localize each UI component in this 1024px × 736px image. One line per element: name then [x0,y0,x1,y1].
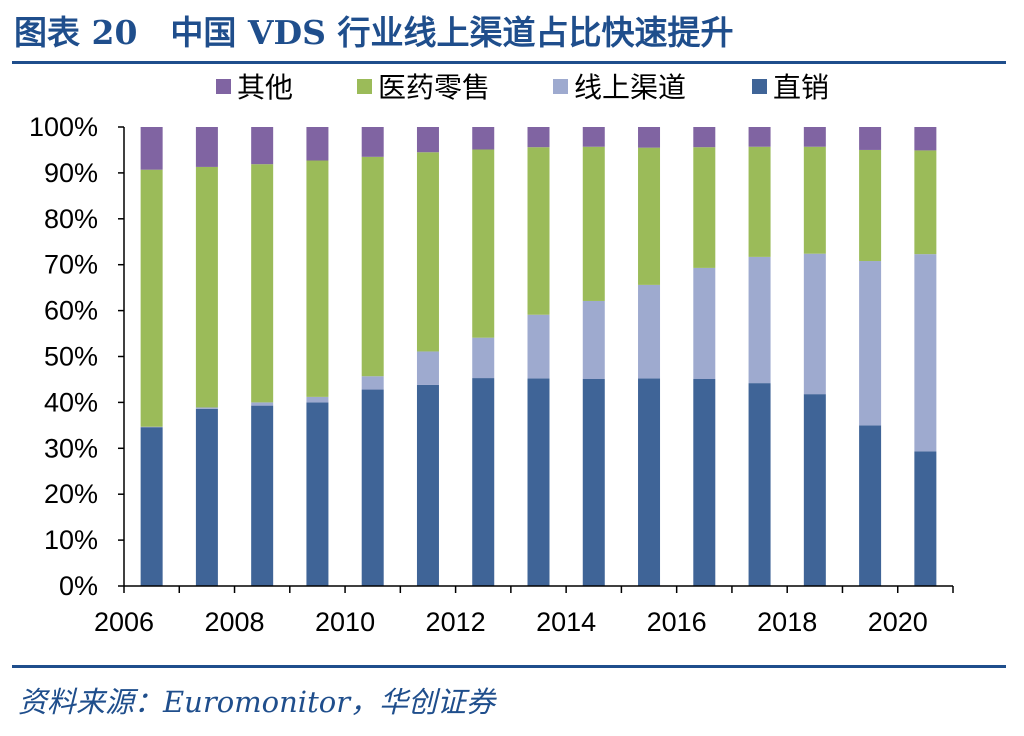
bar-segment [306,127,329,161]
bar-segment [195,127,218,167]
y-tick-label: 90% [44,158,98,188]
bar-segment [527,127,550,148]
bar-segment [914,254,937,452]
legend-swatch [216,79,231,94]
bar-segment [748,127,771,147]
legend-swatch [752,79,767,94]
legend-swatch [553,79,568,94]
bar-segment [803,394,826,586]
bar-segment [195,166,218,408]
bar-segment [361,127,384,157]
bar-segment [582,378,605,586]
bar-segment [859,127,882,150]
bar-segment [306,160,329,397]
legend-label: 线上渠道 [574,71,686,104]
bar-segment [251,402,274,406]
legend-label: 直销 [773,71,829,104]
source-divider [12,665,1006,668]
bar-segment [693,378,716,586]
y-tick-label: 70% [44,250,98,280]
legend-swatch [357,79,372,94]
bar-segment [693,127,716,148]
bar-segment [803,127,826,147]
bar-segment [582,146,605,301]
bar-segment [527,314,550,379]
stacked-bar-chart: 其他 医药零售 线上渠道 直销 0% 10% 20% 30% 40% 50% 60% 70% 80% 9… [29,71,954,637]
bar-segment [748,383,771,586]
bar-segment [416,384,439,586]
y-tick-label: 0% [59,571,98,601]
x-axis: 2006 2008 2010 2012 2014 2016 2018 2020 [94,585,954,637]
bar-segment [361,389,384,586]
figure-title: 图表 20 中国 VDS 行业线上渠道占比快速提升 [14,13,734,52]
bar-segment [638,147,661,285]
bar-segment [416,152,439,352]
source-note: 资料来源：Euromonitor，华创证券 [18,685,496,719]
x-tick-label: 2014 [536,607,596,637]
y-tick-label: 40% [44,387,98,417]
y-tick-label: 30% [44,433,98,463]
x-tick-label: 2006 [94,607,154,637]
bar-segment [195,407,218,409]
bar-segment [361,376,384,390]
bar-segment [859,149,882,262]
x-tick-label: 2020 [868,607,928,637]
bar-segment [140,127,163,170]
y-tick-label: 50% [44,342,98,372]
bar-series [140,127,937,586]
legend-label: 其他 [237,71,293,104]
legend-label: 医药零售 [378,71,490,104]
chart-legend: 其他 医药零售 线上渠道 直销 [216,71,829,104]
y-tick-label: 80% [44,204,98,234]
bar-segment [140,169,163,427]
bar-segment [251,405,274,586]
x-tick-label: 2010 [315,607,375,637]
bar-segment [748,256,771,384]
bar-segment [472,337,495,379]
bar-segment [693,267,716,379]
bar-segment [527,147,550,315]
bar-segment [859,261,882,426]
bar-segment [803,146,826,254]
bar-segment [638,127,661,148]
bar-segment [472,378,495,586]
bar-segment [638,284,661,379]
y-tick-label: 10% [44,525,98,555]
bar-segment [914,451,937,586]
bar-segment [416,351,439,385]
bar-segment [914,127,937,151]
bar-segment [251,127,274,165]
title-divider [12,61,1006,64]
bar-segment [306,396,329,403]
x-tick-label: 2016 [647,607,707,637]
bar-segment [582,300,605,379]
x-tick-label: 2018 [757,607,817,637]
bar-segment [195,408,218,586]
bar-segment [416,127,439,153]
bar-segment [638,378,661,586]
bar-segment [361,156,384,377]
bar-segment [582,127,605,147]
bar-segment [251,164,274,403]
bar-segment [472,149,495,338]
x-tick-label: 2012 [426,607,486,637]
bar-segment [859,425,882,586]
bar-segment [140,427,163,586]
bar-segment [803,253,826,395]
bar-segment [693,147,716,268]
bar-segment [748,146,771,257]
bar-segment [306,402,329,586]
bar-segment [914,150,937,255]
y-tick-label: 60% [44,296,98,326]
y-axis: 0% 10% 20% 30% 40% 50% 60% 70% 80% 90% 100% [29,112,125,601]
y-tick-label: 20% [44,479,98,509]
y-tick-label: 100% [29,112,98,142]
x-tick-label: 2008 [204,607,264,637]
bar-segment [472,127,495,150]
bar-segment [527,378,550,586]
